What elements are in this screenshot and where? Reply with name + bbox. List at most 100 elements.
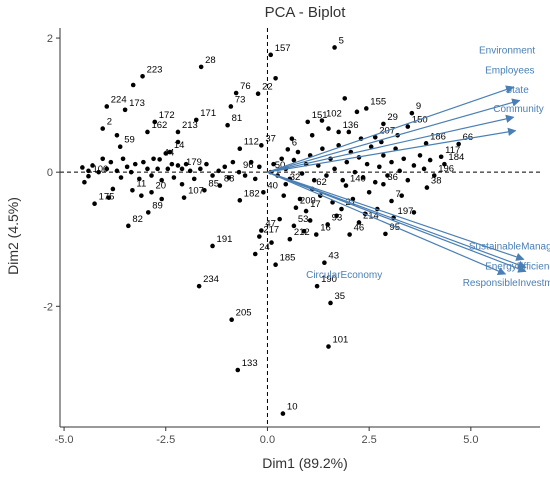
data-point bbox=[368, 144, 374, 149]
point-label-10: 10 bbox=[287, 402, 298, 413]
data-point bbox=[128, 169, 134, 175]
data-point bbox=[354, 109, 360, 115]
point-label-36: 36 bbox=[387, 172, 398, 183]
data-point-24 bbox=[252, 251, 258, 257]
vector-arrow-Community bbox=[267, 127, 517, 173]
data-point bbox=[326, 126, 331, 131]
data-point bbox=[179, 181, 185, 187]
data-point bbox=[417, 153, 423, 158]
point-label-151: 151 bbox=[312, 110, 328, 121]
data-point bbox=[222, 164, 228, 170]
point-label-179: 179 bbox=[186, 157, 202, 168]
data-point-207 bbox=[372, 135, 378, 140]
point-label-107: 107 bbox=[188, 186, 204, 197]
y-tick-label: 0 bbox=[47, 167, 53, 179]
data-point bbox=[248, 159, 254, 165]
data-point bbox=[118, 175, 124, 180]
data-point bbox=[279, 156, 284, 162]
x-tick-label: -5.0 bbox=[55, 434, 74, 446]
data-point bbox=[399, 193, 404, 198]
data-point-93 bbox=[325, 222, 330, 227]
point-label-224: 224 bbox=[111, 94, 127, 105]
data-point-46 bbox=[347, 232, 352, 237]
point-label-32: 32 bbox=[290, 172, 301, 183]
data-point-73 bbox=[228, 104, 234, 109]
data-point bbox=[106, 195, 112, 200]
point-label-40: 40 bbox=[267, 180, 278, 191]
point-label-14: 14 bbox=[174, 140, 185, 151]
data-point bbox=[191, 176, 197, 182]
data-point-179 bbox=[179, 166, 185, 172]
data-point-223 bbox=[140, 73, 145, 79]
data-point bbox=[381, 153, 386, 158]
point-label-209: 209 bbox=[300, 196, 316, 207]
point-label-66: 66 bbox=[463, 132, 474, 143]
data-point-162 bbox=[145, 129, 150, 135]
point-label-162: 162 bbox=[151, 120, 167, 131]
data-point-157 bbox=[268, 52, 274, 58]
data-point bbox=[90, 163, 95, 168]
data-point-224 bbox=[104, 104, 110, 109]
data-point bbox=[159, 196, 164, 202]
point-label-11: 11 bbox=[136, 178, 146, 189]
data-point-209 bbox=[293, 205, 299, 211]
point-label-73: 73 bbox=[235, 94, 246, 105]
data-point bbox=[108, 159, 114, 165]
vector-arrow-CircularEconomy bbox=[267, 171, 507, 275]
data-point-112 bbox=[237, 146, 243, 152]
data-point bbox=[330, 200, 335, 205]
data-point bbox=[307, 218, 313, 223]
point-label-197: 197 bbox=[398, 206, 414, 217]
point-label-101: 101 bbox=[332, 335, 348, 346]
data-point-101 bbox=[326, 344, 331, 349]
point-label-7: 7 bbox=[396, 189, 401, 200]
data-point bbox=[175, 139, 181, 145]
data-point bbox=[204, 161, 209, 167]
data-point-171 bbox=[193, 117, 199, 123]
data-point bbox=[187, 168, 193, 174]
point-label-35: 35 bbox=[335, 291, 346, 302]
vector-label-Community: Community bbox=[493, 104, 544, 115]
data-point-66 bbox=[456, 141, 461, 147]
data-point-136 bbox=[336, 129, 341, 135]
data-point bbox=[175, 163, 181, 168]
data-point bbox=[411, 163, 417, 168]
data-point-205 bbox=[229, 317, 234, 323]
data-point bbox=[163, 151, 169, 156]
point-label-171: 171 bbox=[200, 108, 216, 119]
data-point bbox=[269, 240, 274, 245]
data-point bbox=[130, 82, 136, 88]
data-point-6 bbox=[285, 147, 291, 152]
point-label-47: 47 bbox=[265, 219, 276, 230]
data-point-155 bbox=[364, 106, 369, 111]
data-point bbox=[96, 169, 101, 175]
data-point bbox=[342, 96, 348, 101]
data-point bbox=[397, 168, 402, 174]
point-label-29: 29 bbox=[387, 112, 398, 123]
vector-arrow-Environment bbox=[267, 85, 515, 173]
data-point-53 bbox=[291, 223, 297, 229]
vector-arrow-Employees bbox=[267, 98, 521, 173]
data-point bbox=[385, 173, 390, 178]
data-point bbox=[332, 166, 337, 172]
y-tick-label: -2 bbox=[43, 301, 53, 313]
point-label-96: 96 bbox=[243, 160, 254, 171]
point-label-50: 50 bbox=[275, 160, 286, 171]
data-point-107 bbox=[181, 195, 187, 200]
vector-arrow-EnergyEfficiency bbox=[267, 171, 527, 269]
data-point-40 bbox=[261, 189, 266, 195]
data-point bbox=[252, 176, 258, 182]
data-point bbox=[324, 173, 329, 178]
data-point bbox=[311, 177, 317, 183]
data-point-102 bbox=[319, 118, 325, 123]
data-point-36 bbox=[381, 181, 386, 187]
point-label-95: 95 bbox=[389, 222, 400, 233]
point-label-157: 157 bbox=[275, 43, 291, 54]
data-point bbox=[151, 156, 156, 162]
point-label-85: 85 bbox=[208, 178, 219, 189]
data-point-35 bbox=[328, 300, 333, 306]
point-label-62: 62 bbox=[316, 177, 327, 188]
point-label-213: 213 bbox=[182, 120, 198, 131]
data-point-81 bbox=[225, 122, 230, 128]
point-label-53: 53 bbox=[298, 214, 309, 225]
